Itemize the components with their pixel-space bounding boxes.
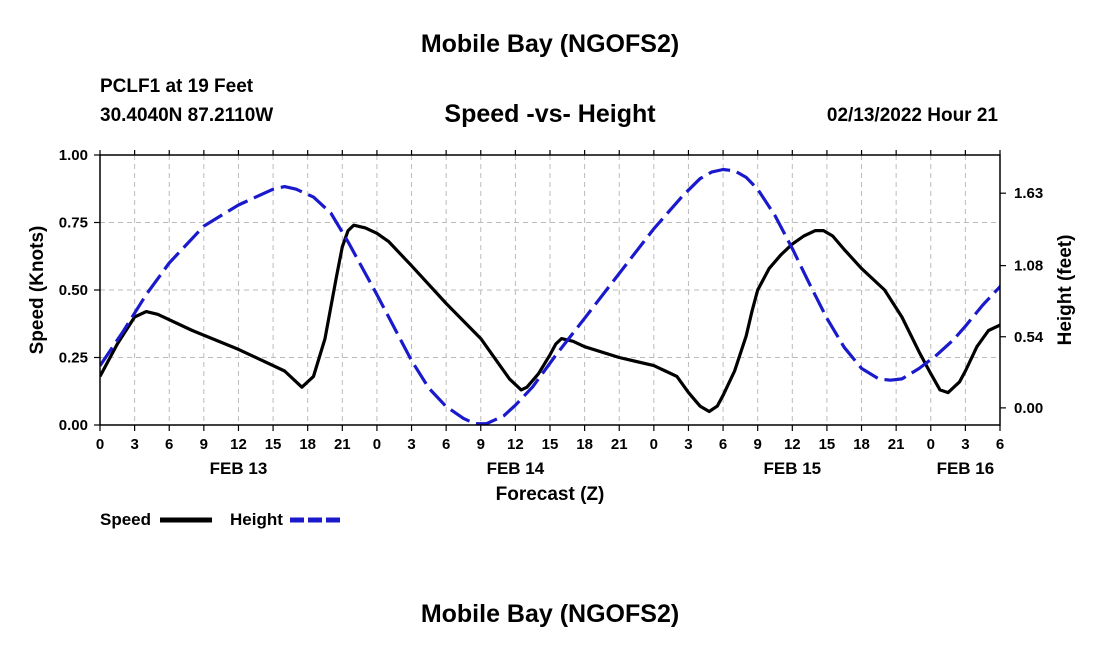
y-right-tick-label: 0.54: [1014, 329, 1044, 346]
x-tick-label: 9: [477, 436, 485, 453]
y-axis-right-title: Height (feet): [1055, 235, 1076, 346]
chart-subtitle: Speed -vs- Height: [444, 100, 656, 128]
x-tick-label: 12: [230, 436, 247, 453]
x-tick-label: 21: [334, 436, 351, 453]
x-tick-label: 3: [961, 436, 969, 453]
x-tick-label: 3: [130, 436, 138, 453]
x-tick-label: 0: [650, 436, 658, 453]
x-tick-label: 6: [996, 436, 1004, 453]
y-right-tick-label: 0.00: [1014, 400, 1043, 417]
x-tick-label: 6: [719, 436, 727, 453]
x-tick-label: 0: [96, 436, 104, 453]
x-tick-label: 18: [576, 436, 593, 453]
x-axis-title: Forecast (Z): [496, 484, 605, 505]
x-tick-label: 6: [442, 436, 450, 453]
x-tick-label: 18: [853, 436, 870, 453]
series-line-height: [100, 167, 1000, 426]
x-tick-label: 12: [507, 436, 524, 453]
y-axis-left-title: Speed (Knots): [27, 226, 48, 355]
x-tick-label: 3: [684, 436, 692, 453]
x-tick-label: 9: [754, 436, 762, 453]
chart-title: Mobile Bay (NGOFS2): [420, 30, 680, 58]
data-series: [100, 167, 1000, 426]
x-tick-label: 15: [542, 436, 559, 453]
x-tick-label: 6: [165, 436, 173, 453]
forecast-datetime: 02/13/2022 Hour 21: [826, 105, 998, 126]
x-tick-label: 21: [888, 436, 905, 453]
y-left-tick-label: 0.25: [59, 350, 88, 367]
y-left-tick-label: 0.00: [59, 417, 88, 434]
grid-lines: [100, 155, 1000, 425]
y-left-tick-label: 0.75: [59, 215, 88, 232]
axes: 0 3 6 9 12 15 18 21 0 3 6 9 12 15 18 21 0 3 6 9 12 15 18 21 0 3 6 0…: [59, 147, 1044, 478]
x-tick-label: 0: [373, 436, 381, 453]
x-date-label: FEB 16: [937, 459, 995, 478]
x-date-label: FEB 15: [763, 459, 821, 478]
legend: Speed Height: [100, 510, 342, 529]
x-tick-label: 21: [611, 436, 628, 453]
x-tick-label: 3: [407, 436, 415, 453]
x-tick-label: 18: [299, 436, 316, 453]
y-right-tick-label: 1.08: [1014, 258, 1043, 275]
x-tick-label: 9: [200, 436, 208, 453]
legend-height-label: Height: [230, 510, 283, 529]
y-left-tick-label: 0.50: [59, 282, 88, 299]
y-left-tick-label: 1.00: [59, 147, 88, 164]
station-label: PCLF1 at 19 Feet: [100, 76, 254, 97]
series-line-speed: [100, 223, 1000, 414]
station-coordinates: 30.4040N 87.2110W: [100, 105, 274, 126]
x-date-label: FEB 14: [487, 459, 545, 478]
y-right-tick-label: 1.63: [1014, 185, 1043, 202]
legend-speed-label: Speed: [100, 510, 151, 529]
x-tick-label: 0: [927, 436, 935, 453]
x-tick-label: 15: [265, 436, 282, 453]
x-tick-label: 15: [819, 436, 836, 453]
footer-title: Mobile Bay (NGOFS2): [420, 600, 680, 628]
x-tick-label: 12: [784, 436, 801, 453]
x-date-label: FEB 13: [210, 459, 268, 478]
